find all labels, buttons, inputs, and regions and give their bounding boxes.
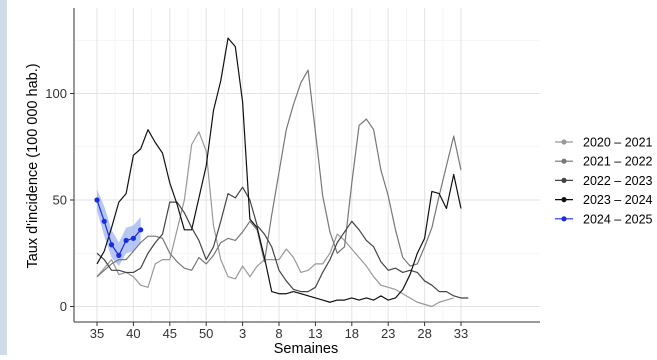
x-tick-label: 50 <box>199 326 213 341</box>
data-point <box>116 252 122 258</box>
confidence-band-group <box>97 189 141 267</box>
data-point <box>123 237 129 244</box>
y-axis-label: Taux d'incidence (100 000 hab.) <box>25 63 41 268</box>
series-lines <box>96 37 469 308</box>
series-line-2 <box>96 186 469 299</box>
series-line-1 <box>96 69 462 278</box>
axes: 0 50 100 35 40 45 50 3 8 13 18 23 28 33 <box>45 8 540 341</box>
x-tick-label: 8 <box>275 326 282 341</box>
x-tick-label: 23 <box>381 326 395 341</box>
legend-label: 2024 – 2025 <box>583 212 653 226</box>
x-axis-label: Semaines <box>274 341 338 355</box>
confidence-band <box>97 189 141 267</box>
left-accent-bar <box>0 0 7 355</box>
legend-label: 2021 – 2022 <box>583 155 653 169</box>
y-tick-label: 100 <box>45 86 67 101</box>
legend-key-point <box>561 139 567 145</box>
x-tick-label: 18 <box>345 326 359 341</box>
y-tick-label: 0 <box>60 299 67 314</box>
y-tick-label: 50 <box>53 193 67 208</box>
x-tick-label: 33 <box>454 326 468 341</box>
legend-key-point <box>561 216 567 222</box>
legend-label: 2022 – 2023 <box>583 174 653 188</box>
grid <box>74 8 540 322</box>
data-point <box>94 197 100 203</box>
data-point <box>138 227 144 233</box>
x-tick-label: 40 <box>126 326 140 341</box>
legend-key-point <box>561 158 567 164</box>
x-tick-label: 28 <box>417 326 431 341</box>
x-tick-label: 35 <box>90 326 104 341</box>
legend-key-point <box>561 177 567 183</box>
series-line-3 <box>96 37 462 303</box>
data-point <box>130 235 136 241</box>
x-tick-label: 13 <box>308 326 322 341</box>
data-point <box>108 242 115 248</box>
x-tick-label: 45 <box>163 326 177 341</box>
legend-key-point <box>561 197 567 203</box>
legend: 2020 – 2021 2021 – 2022 2022 – 2023 2023 – … <box>555 136 653 226</box>
series-points <box>94 197 144 258</box>
legend-label: 2023 – 2024 <box>583 193 653 207</box>
x-tick-label: 3 <box>239 326 246 341</box>
legend-label: 2020 – 2021 <box>583 136 653 150</box>
plot-background <box>74 8 540 322</box>
data-point <box>101 218 107 224</box>
